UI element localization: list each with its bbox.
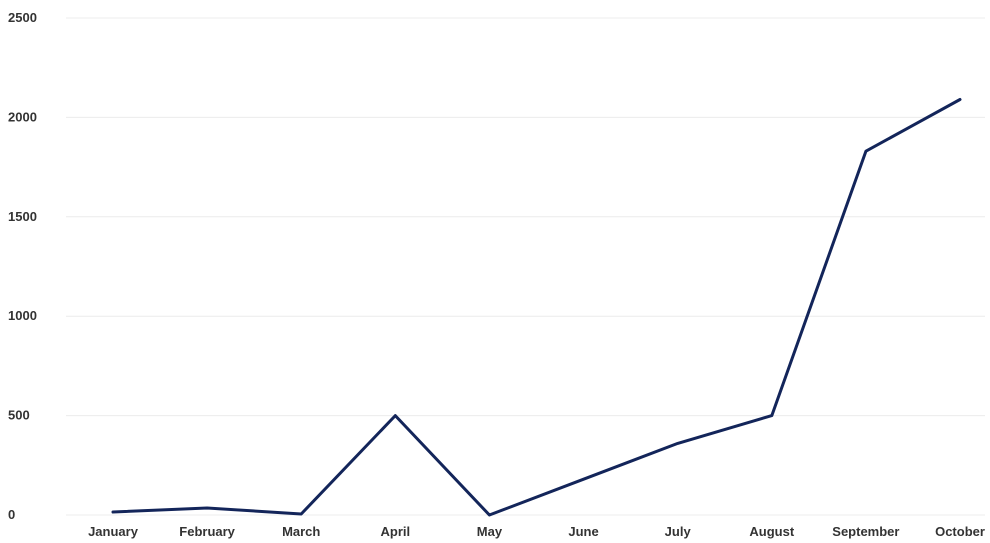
x-tick-label-september: September <box>832 524 899 539</box>
x-tick-label-june: June <box>568 524 598 539</box>
y-tick-label: 2000 <box>8 109 37 124</box>
y-tick-label: 500 <box>8 408 30 423</box>
x-tick-label-april: April <box>381 524 411 539</box>
series-layer <box>111 98 962 517</box>
y-tick-label: 1000 <box>8 308 37 323</box>
x-tick-label-february: February <box>179 524 235 539</box>
x-axis: January February March April May June July Augu… <box>88 524 985 539</box>
x-tick-label-october: October <box>935 524 985 539</box>
x-tick-label-july: July <box>665 524 692 539</box>
x-tick-label-january: January <box>88 524 139 539</box>
y-axis: 0 500 1000 1500 2000 2500 <box>8 10 37 522</box>
x-tick-label-march: March <box>282 524 320 539</box>
y-tick-label: 2500 <box>8 10 37 25</box>
y-tick-label: 1500 <box>8 209 37 224</box>
y-tick-label: 0 <box>8 507 15 522</box>
gridlines <box>66 17 985 516</box>
series-line-0 <box>111 98 962 517</box>
x-tick-label-may: May <box>477 524 503 539</box>
x-tick-label-august: August <box>749 524 794 539</box>
